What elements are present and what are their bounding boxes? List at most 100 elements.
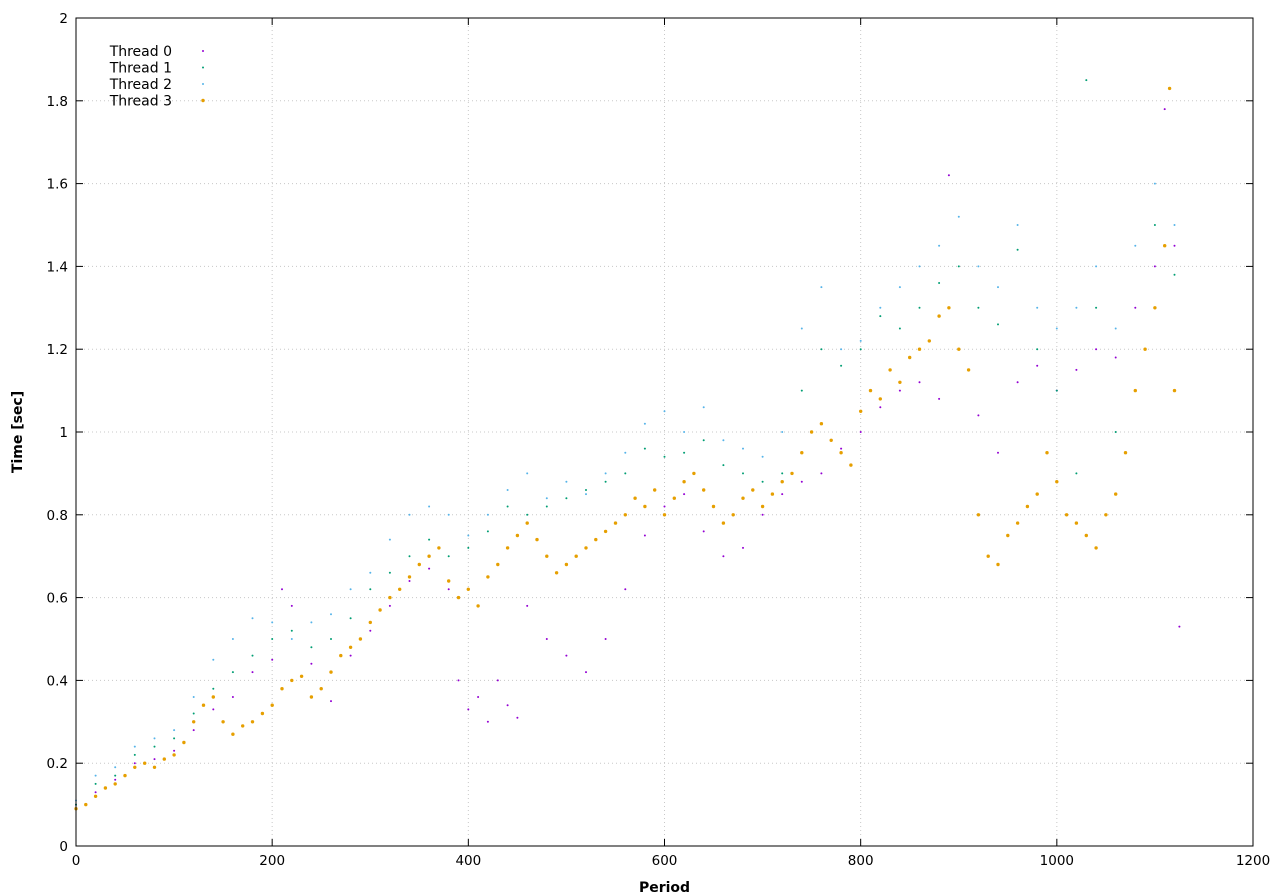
data-point	[486, 720, 489, 723]
y-tick-label: 0	[59, 839, 68, 855]
data-point	[388, 538, 391, 541]
data-point	[94, 791, 97, 794]
data-point	[271, 658, 274, 661]
data-point	[672, 496, 676, 500]
data-point	[408, 513, 411, 516]
data-point	[986, 554, 990, 558]
data-point	[349, 654, 352, 657]
data-point	[868, 388, 873, 393]
data-point	[153, 737, 156, 740]
data-point	[977, 414, 980, 417]
y-tick-label: 1	[59, 425, 68, 441]
data-point	[427, 554, 431, 558]
data-point	[133, 762, 136, 765]
data-point	[761, 513, 764, 516]
data-point	[584, 546, 588, 550]
data-point	[780, 480, 784, 484]
data-point	[1133, 388, 1138, 393]
x-tick-label: 1200	[1236, 853, 1270, 869]
data-point	[94, 782, 97, 785]
data-point	[692, 471, 696, 476]
data-point	[829, 438, 833, 442]
y-tick-label: 1.4	[47, 259, 68, 275]
x-tick-label: 1000	[1040, 853, 1074, 869]
legend-label: Thread 2	[109, 77, 172, 93]
data-point	[515, 533, 520, 538]
data-point	[898, 286, 901, 289]
data-point	[840, 348, 843, 351]
data-point	[859, 348, 862, 351]
data-point	[476, 604, 480, 608]
data-point	[722, 464, 725, 467]
data-point	[201, 703, 206, 707]
data-point	[662, 513, 667, 517]
data-point	[800, 389, 803, 392]
data-point	[643, 534, 646, 537]
data-point	[683, 431, 686, 433]
data-point	[683, 493, 686, 496]
data-point	[840, 447, 843, 450]
data-point	[1134, 244, 1137, 247]
data-point	[251, 654, 254, 657]
data-point	[407, 575, 412, 579]
data-point	[820, 348, 823, 351]
y-tick-label: 1.8	[47, 94, 68, 110]
data-point	[388, 595, 392, 600]
legend-marker	[202, 83, 204, 85]
data-point	[477, 696, 480, 698]
data-point	[113, 782, 117, 786]
data-point	[977, 265, 980, 268]
data-point	[486, 513, 489, 516]
data-point	[820, 472, 823, 475]
x-tick-label: 200	[259, 853, 285, 869]
data-point	[574, 554, 578, 558]
data-point	[721, 521, 726, 525]
y-tick-label: 0.6	[47, 591, 68, 607]
data-point	[957, 215, 960, 218]
data-point	[819, 422, 824, 426]
data-point	[526, 472, 529, 475]
data-point	[299, 674, 304, 678]
data-point	[114, 766, 117, 769]
data-point	[554, 571, 559, 575]
data-point	[212, 658, 215, 661]
data-point	[938, 282, 941, 284]
data-point	[997, 286, 999, 289]
data-point	[467, 546, 470, 549]
data-point	[1074, 521, 1079, 525]
data-point	[290, 604, 293, 607]
data-point	[447, 513, 450, 516]
data-point	[173, 737, 176, 740]
data-point	[800, 451, 804, 455]
data-point	[212, 708, 215, 711]
data-point	[781, 431, 784, 433]
data-point	[114, 778, 117, 781]
data-point	[1153, 306, 1157, 310]
data-point	[683, 451, 686, 454]
data-point	[467, 534, 470, 537]
data-point	[908, 355, 912, 360]
data-point	[251, 617, 254, 620]
data-point	[496, 562, 500, 567]
data-point	[231, 732, 235, 736]
data-point	[153, 758, 156, 761]
data-point	[1143, 347, 1147, 351]
data-point	[938, 244, 941, 247]
data-point	[996, 562, 1000, 567]
data-point	[585, 493, 587, 496]
data-point	[290, 638, 293, 640]
data-point	[1114, 356, 1117, 359]
data-point	[467, 708, 470, 711]
data-point	[840, 364, 843, 367]
data-point	[1064, 513, 1069, 517]
data-point	[1095, 348, 1098, 351]
data-point	[329, 670, 333, 674]
data-point	[1134, 306, 1137, 309]
data-point	[682, 480, 686, 484]
legend-marker	[202, 66, 204, 69]
data-point	[1114, 492, 1118, 496]
data-point	[398, 587, 402, 591]
data-point	[388, 604, 391, 607]
data-point	[564, 562, 569, 567]
